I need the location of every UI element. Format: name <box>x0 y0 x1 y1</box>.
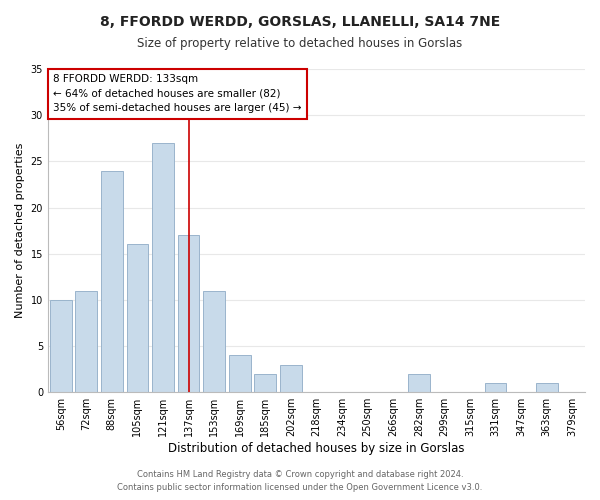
Bar <box>485 383 506 392</box>
X-axis label: Distribution of detached houses by size in Gorslas: Distribution of detached houses by size … <box>168 442 465 455</box>
Bar <box>76 290 97 392</box>
Bar <box>101 170 123 392</box>
Bar <box>536 383 557 392</box>
Bar <box>254 374 276 392</box>
Bar <box>229 356 251 392</box>
Bar <box>178 235 199 392</box>
Bar <box>408 374 430 392</box>
Bar <box>127 244 148 392</box>
Text: 8 FFORDD WERDD: 133sqm
← 64% of detached houses are smaller (82)
35% of semi-det: 8 FFORDD WERDD: 133sqm ← 64% of detached… <box>53 74 302 114</box>
Y-axis label: Number of detached properties: Number of detached properties <box>15 143 25 318</box>
Text: Contains HM Land Registry data © Crown copyright and database right 2024.
Contai: Contains HM Land Registry data © Crown c… <box>118 470 482 492</box>
Text: Size of property relative to detached houses in Gorslas: Size of property relative to detached ho… <box>137 38 463 51</box>
Bar <box>203 290 225 392</box>
Bar <box>280 364 302 392</box>
Bar <box>152 143 174 392</box>
Text: 8, FFORDD WERDD, GORSLAS, LLANELLI, SA14 7NE: 8, FFORDD WERDD, GORSLAS, LLANELLI, SA14… <box>100 15 500 29</box>
Bar <box>50 300 71 392</box>
